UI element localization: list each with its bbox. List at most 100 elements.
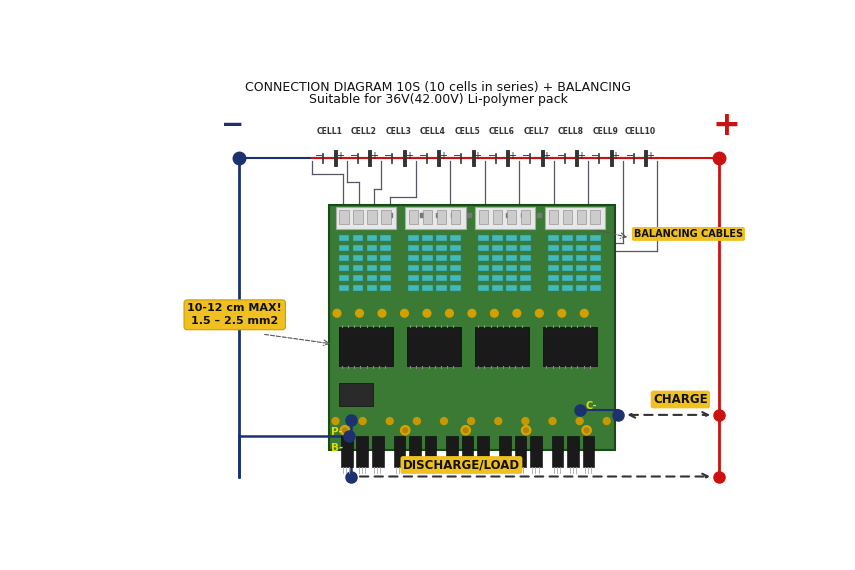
- Bar: [436, 255, 447, 261]
- Text: CELL4: CELL4: [420, 127, 446, 136]
- Circle shape: [386, 418, 393, 425]
- Circle shape: [359, 418, 366, 425]
- Bar: [492, 264, 503, 271]
- Bar: [548, 264, 558, 271]
- Text: BALANCING CABLES: BALANCING CABLES: [634, 229, 743, 239]
- Bar: [409, 255, 419, 261]
- Bar: [548, 275, 558, 281]
- Circle shape: [413, 418, 421, 425]
- Circle shape: [522, 418, 529, 425]
- Circle shape: [378, 310, 386, 317]
- Circle shape: [522, 426, 531, 435]
- Bar: [591, 210, 599, 224]
- Bar: [423, 210, 433, 224]
- Bar: [562, 285, 573, 291]
- Circle shape: [332, 418, 339, 425]
- Bar: [590, 285, 600, 291]
- Bar: [367, 255, 377, 261]
- Bar: [562, 235, 573, 241]
- Bar: [339, 285, 350, 291]
- Bar: [492, 245, 503, 251]
- Bar: [562, 264, 573, 271]
- Bar: [422, 285, 433, 291]
- Bar: [339, 210, 349, 224]
- Circle shape: [423, 310, 431, 317]
- Bar: [520, 235, 531, 241]
- Text: CELL9: CELL9: [593, 127, 618, 136]
- Bar: [425, 437, 436, 467]
- Bar: [520, 275, 531, 281]
- Bar: [436, 245, 447, 251]
- Bar: [575, 235, 587, 241]
- Circle shape: [491, 310, 498, 317]
- Bar: [451, 264, 461, 271]
- Bar: [563, 210, 572, 224]
- Bar: [543, 327, 598, 365]
- Bar: [339, 235, 350, 241]
- Bar: [492, 210, 502, 224]
- Circle shape: [604, 418, 610, 425]
- Text: −: −: [419, 151, 427, 161]
- Text: CHARGE: CHARGE: [653, 393, 708, 406]
- Text: −: −: [592, 151, 599, 161]
- Bar: [478, 285, 489, 291]
- Text: +: +: [404, 151, 413, 161]
- Bar: [339, 245, 350, 251]
- Text: B-: B-: [331, 443, 343, 453]
- Circle shape: [461, 426, 470, 435]
- Bar: [367, 264, 377, 271]
- Bar: [499, 437, 510, 467]
- Bar: [410, 437, 421, 467]
- Text: +: +: [611, 151, 620, 161]
- Bar: [451, 210, 460, 224]
- Bar: [520, 285, 531, 291]
- Text: DISCHARGE/LOAD: DISCHARGE/LOAD: [403, 458, 520, 471]
- Bar: [380, 245, 392, 251]
- Bar: [422, 255, 433, 261]
- Circle shape: [440, 418, 447, 425]
- Text: P-: P-: [331, 427, 343, 437]
- Bar: [492, 285, 503, 291]
- Text: +: +: [474, 151, 481, 161]
- Circle shape: [401, 426, 410, 435]
- Text: −: −: [350, 151, 358, 161]
- Bar: [436, 275, 447, 281]
- Bar: [575, 285, 587, 291]
- Circle shape: [343, 428, 347, 433]
- Bar: [590, 275, 600, 281]
- Bar: [575, 264, 587, 271]
- Bar: [521, 210, 530, 224]
- Bar: [353, 210, 363, 224]
- Circle shape: [356, 310, 363, 317]
- Bar: [478, 264, 489, 271]
- Text: −: −: [522, 151, 530, 161]
- Bar: [357, 437, 368, 467]
- Bar: [575, 245, 587, 251]
- Bar: [451, 285, 461, 291]
- Text: +: +: [439, 151, 447, 161]
- Bar: [367, 245, 377, 251]
- Bar: [507, 210, 516, 224]
- Text: +: +: [577, 151, 585, 161]
- Bar: [590, 264, 600, 271]
- Bar: [451, 245, 461, 251]
- Bar: [380, 255, 392, 261]
- Bar: [575, 255, 587, 261]
- Bar: [576, 210, 586, 224]
- Bar: [422, 264, 433, 271]
- Bar: [380, 264, 392, 271]
- Bar: [380, 275, 392, 281]
- Bar: [590, 245, 600, 251]
- Bar: [407, 327, 461, 365]
- Circle shape: [333, 310, 341, 317]
- Circle shape: [549, 418, 556, 425]
- Text: +: +: [335, 151, 344, 161]
- Bar: [341, 437, 352, 467]
- Bar: [520, 255, 531, 261]
- Text: CELL6: CELL6: [489, 127, 515, 136]
- Bar: [352, 285, 363, 291]
- Bar: [422, 275, 433, 281]
- Bar: [409, 245, 419, 251]
- Bar: [583, 437, 594, 467]
- Bar: [562, 245, 573, 251]
